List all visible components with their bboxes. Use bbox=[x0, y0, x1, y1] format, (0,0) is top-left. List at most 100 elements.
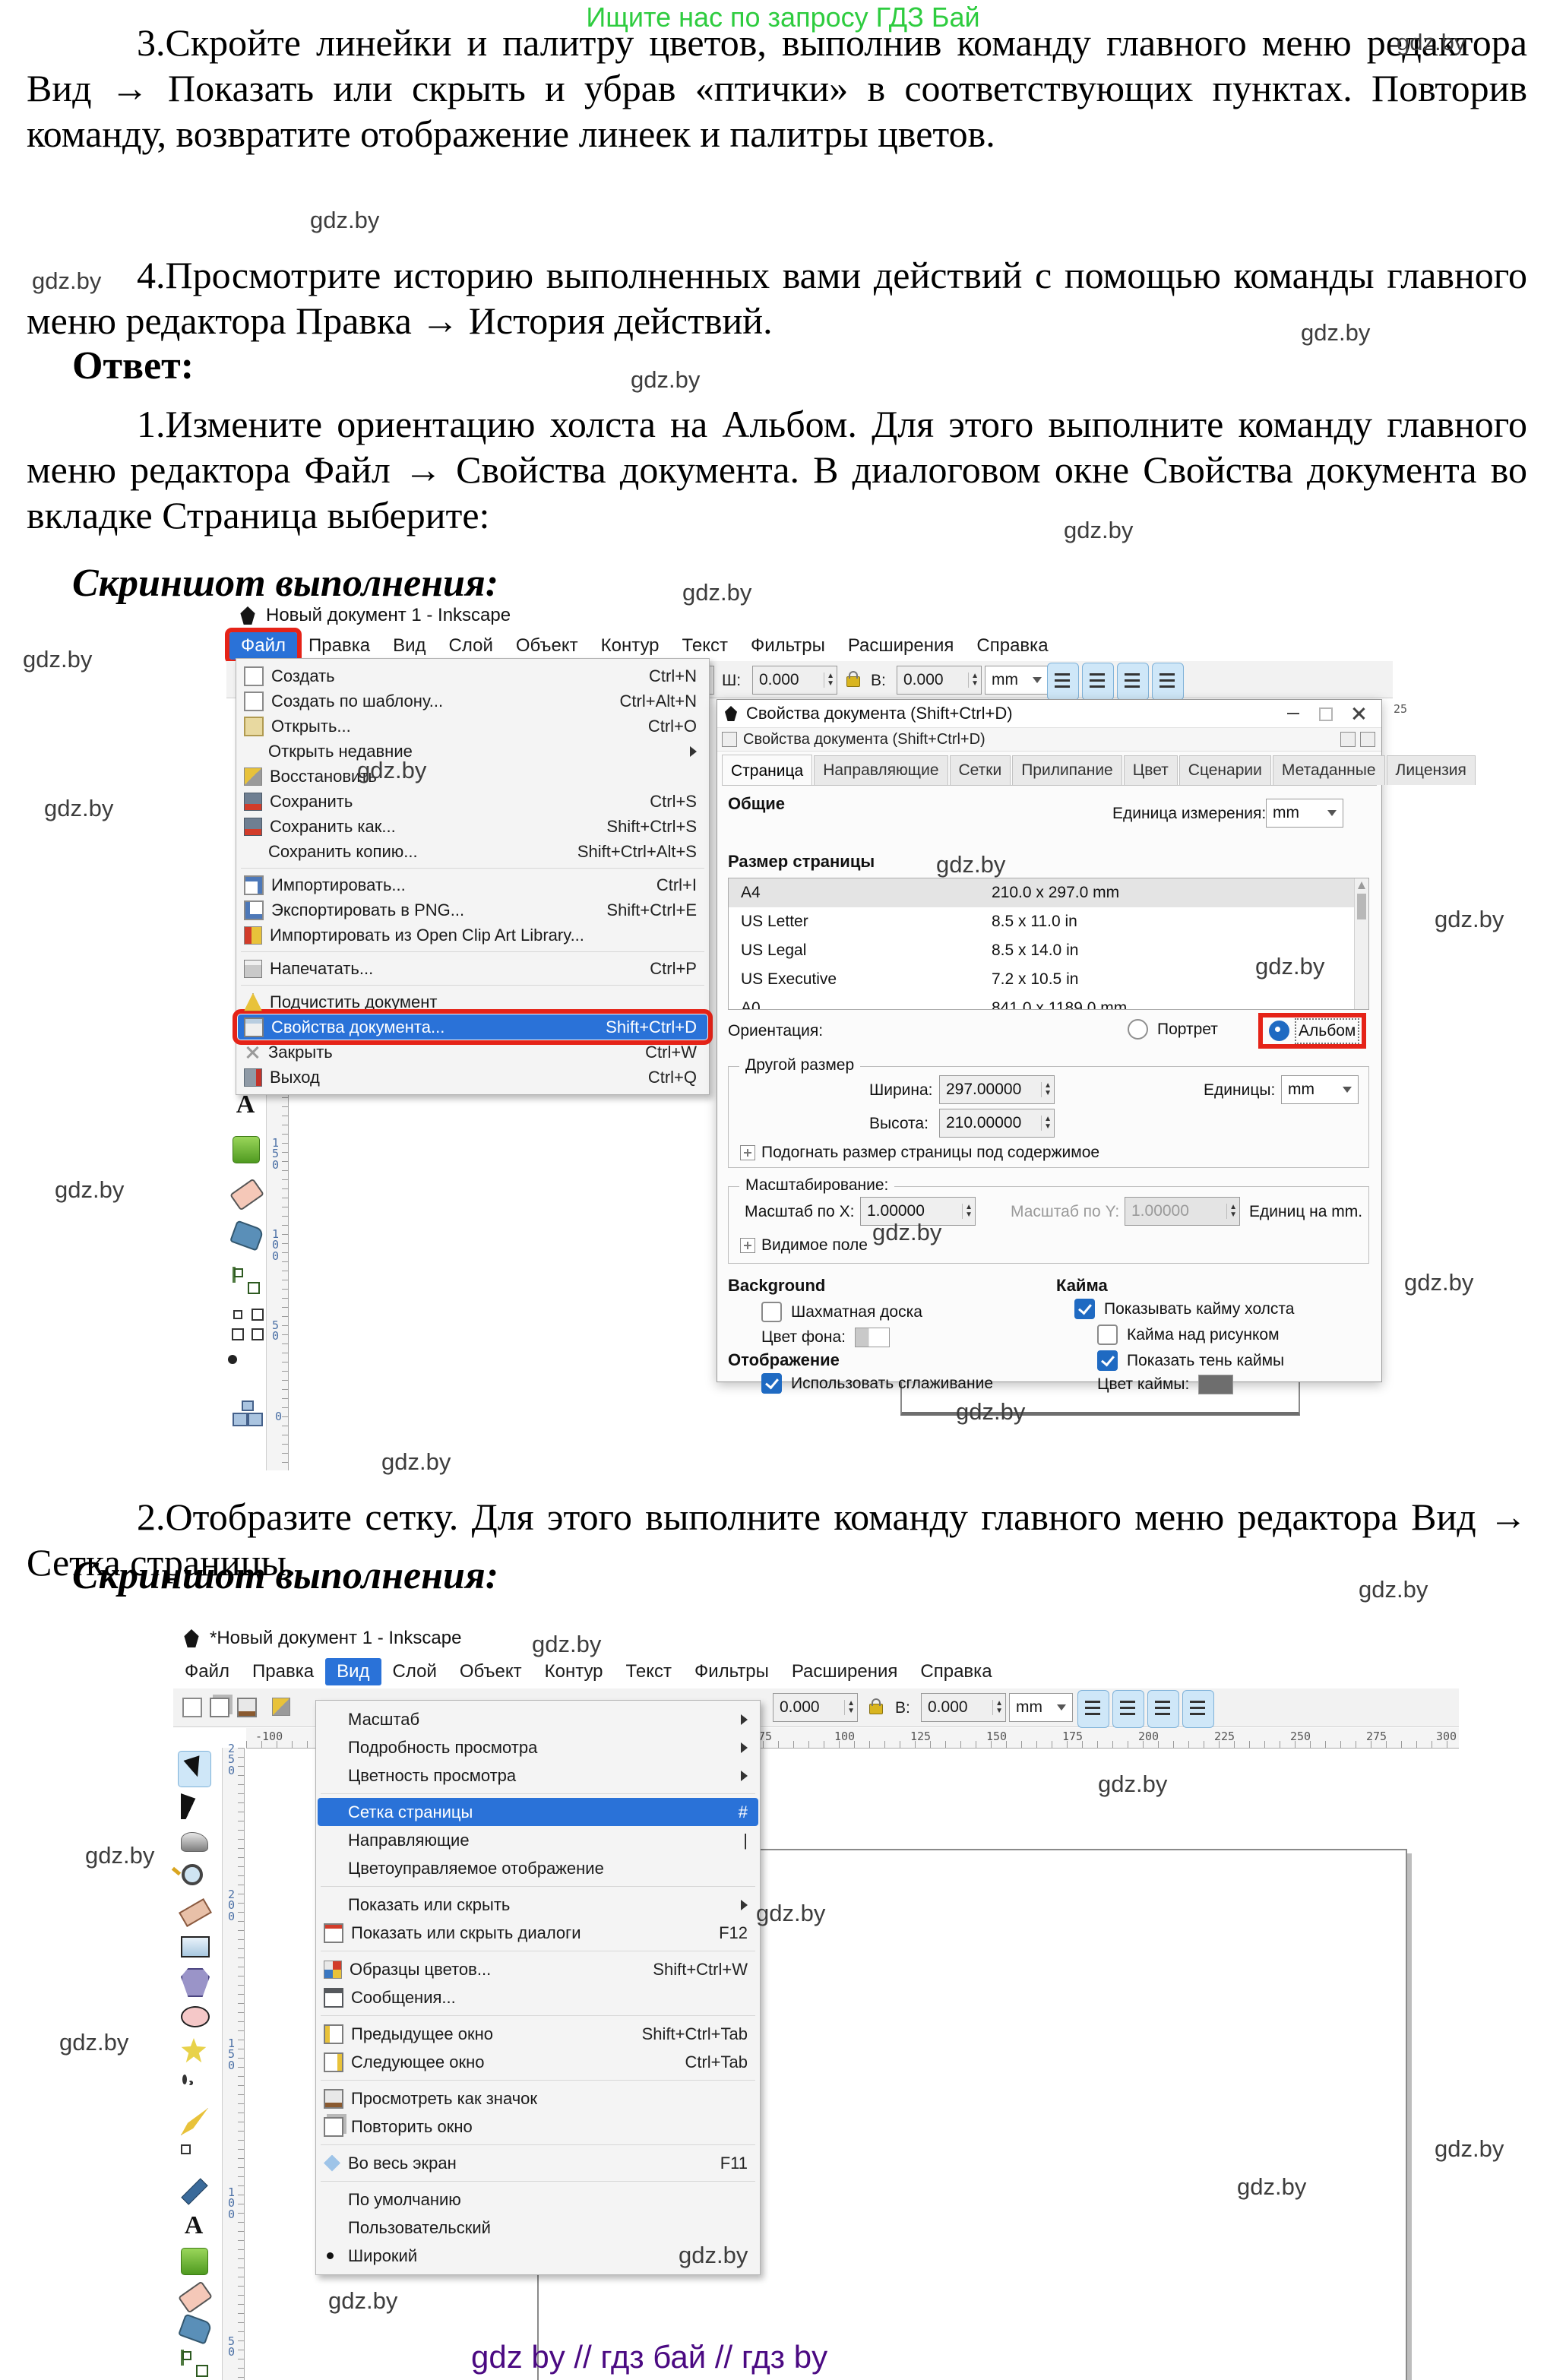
menu-filters[interactable]: Фильтры bbox=[694, 1661, 769, 1682]
menu-item-open-recent[interactable]: Открыть недавние bbox=[238, 739, 707, 764]
lock-ratio-icon[interactable] bbox=[846, 671, 860, 687]
selection-tool-button[interactable] bbox=[178, 1751, 211, 1787]
minimize-button[interactable] bbox=[1284, 704, 1302, 723]
menu-item-close[interactable]: Закрыть Ctrl+W bbox=[238, 1040, 707, 1065]
ellipse-tool-icon[interactable] bbox=[181, 2006, 210, 2027]
menu-edit[interactable]: Правка bbox=[252, 1661, 315, 1682]
height-spinner[interactable]: 210.00000 ▲ ▼ bbox=[939, 1109, 1055, 1138]
show-border-checkbox[interactable] bbox=[1074, 1299, 1095, 1319]
width-spinner[interactable]: 297.00000 ▲ ▼ bbox=[939, 1075, 1055, 1104]
bg-color-swatch[interactable] bbox=[854, 1328, 890, 1347]
menu-file[interactable]: Файл bbox=[224, 628, 302, 664]
antialias-row[interactable]: Использовать сглаживание bbox=[761, 1373, 993, 1394]
menu-item-display-color[interactable]: Цветность просмотра bbox=[318, 1761, 758, 1790]
width-input[interactable]: 0.000 ▲ ▼ bbox=[752, 666, 837, 695]
tab-license[interactable]: Лицензия bbox=[1386, 755, 1476, 785]
portrait-radio-row[interactable]: Портрет bbox=[1128, 1019, 1218, 1040]
text-tool-icon[interactable]: A bbox=[184, 2211, 204, 2239]
toolbar-blur-icon[interactable] bbox=[237, 1698, 257, 1717]
snap-option-button-2[interactable] bbox=[1082, 663, 1114, 701]
menu-item-quit[interactable]: Выход Ctrl+Q bbox=[238, 1065, 707, 1090]
connector-tool-icon[interactable] bbox=[181, 2350, 184, 2366]
list-item-us-legal[interactable]: US Legal 8.5 x 14.0 in bbox=[741, 942, 1079, 959]
menu-item-import-ocal[interactable]: Импортировать из Open Clip Art Library..… bbox=[238, 923, 707, 948]
snap-option-button-4[interactable] bbox=[1182, 1690, 1214, 1728]
menu-item-default-view[interactable]: По умолчанию bbox=[348, 2189, 461, 2209]
border-shadow-row[interactable]: Показать тень каймы bbox=[1097, 1350, 1284, 1371]
menu-item-vacuum[interactable]: Подчистить документ bbox=[238, 989, 707, 1014]
eraser-tool-icon[interactable] bbox=[229, 1178, 265, 1211]
checkerboard-row[interactable]: Шахматная доска bbox=[761, 1302, 922, 1322]
snap-option-button-1[interactable] bbox=[1077, 1690, 1109, 1728]
menu-text[interactable]: Текст bbox=[625, 1661, 672, 1682]
x-input[interactable]: 0.000 ▲ ▼ bbox=[773, 1693, 858, 1722]
list-item-a0[interactable]: A0 841.0 x 1189.0 mm bbox=[741, 999, 1128, 1010]
menu-item-custom-view[interactable]: Пользовательский bbox=[348, 2217, 491, 2237]
menu-view[interactable]: Вид bbox=[393, 635, 426, 656]
maximize-button[interactable] bbox=[1316, 704, 1334, 723]
menu-item-wide-view[interactable]: Широкий bbox=[318, 2242, 758, 2270]
toolbar-new-icon[interactable] bbox=[182, 1698, 202, 1717]
height-input[interactable]: 0.000 ▲ ▼ bbox=[921, 1693, 1006, 1722]
menu-help[interactable]: Справка bbox=[920, 1661, 992, 1682]
panel-close-icon[interactable] bbox=[1360, 732, 1375, 747]
dialog-titlebar[interactable]: Свойства документа (Shift+Ctrl+D) bbox=[717, 700, 1381, 728]
tab-snap[interactable]: Прилипание bbox=[1012, 755, 1122, 785]
tab-metadata[interactable]: Метаданные bbox=[1272, 755, 1385, 785]
units-select[interactable]: mm bbox=[1009, 1693, 1073, 1722]
text-tool-icon[interactable]: A bbox=[236, 1090, 255, 1119]
units-select[interactable]: mm bbox=[985, 666, 1049, 695]
menu-text[interactable]: Текст bbox=[682, 635, 728, 656]
fill-tool-icon[interactable] bbox=[229, 1220, 264, 1252]
menu-file[interactable]: Файл bbox=[185, 1661, 230, 1682]
tab-scripting[interactable]: Сценарии bbox=[1178, 755, 1271, 785]
antialias-checkbox[interactable] bbox=[761, 1373, 782, 1394]
lock-ratio-icon[interactable] bbox=[869, 1698, 883, 1714]
tab-page[interactable]: Страница bbox=[722, 755, 813, 786]
menu-item-color-managed[interactable]: Цветоуправляемое отображение bbox=[348, 1858, 604, 1878]
menu-item-export-png[interactable]: Экспортировать в PNG... Shift+Ctrl+E bbox=[238, 897, 707, 923]
menu-item-import[interactable]: Импортировать... Ctrl+I bbox=[238, 872, 707, 897]
border-shadow-checkbox[interactable] bbox=[1097, 1350, 1118, 1371]
menu-item-new-from-template[interactable]: Создать по шаблону... Ctrl+Alt+N bbox=[238, 688, 707, 714]
calligraphy-tool-icon[interactable] bbox=[181, 2178, 208, 2205]
box3d-tool-icon[interactable] bbox=[181, 1968, 210, 1997]
landscape-radio-row[interactable]: Альбом bbox=[1258, 1013, 1367, 1049]
connector-tool-icon[interactable] bbox=[233, 1267, 236, 1283]
menu-path[interactable]: Контур bbox=[544, 1661, 603, 1682]
tab-guides[interactable]: Направляющие bbox=[814, 755, 948, 785]
spray-tool-icon[interactable] bbox=[233, 1136, 260, 1163]
menu-extensions[interactable]: Расширения bbox=[791, 1661, 898, 1682]
menu-path[interactable]: Контур bbox=[600, 635, 660, 656]
menu-item-swatches[interactable]: Образцы цветов... Shift+Ctrl+W bbox=[318, 1955, 758, 1983]
border-color-swatch[interactable] bbox=[1198, 1375, 1234, 1394]
spray-tool-icon[interactable] bbox=[181, 2248, 208, 2275]
menu-item-show-hide[interactable]: Показать или скрыть bbox=[318, 1891, 758, 1919]
scale-x-spinner[interactable]: 1.00000 ▲ ▼ bbox=[860, 1197, 976, 1226]
menu-item-document-properties[interactable]: Свойства документа... Shift+Ctrl+D bbox=[233, 1009, 713, 1045]
checkerboard-checkbox[interactable] bbox=[761, 1302, 782, 1322]
menu-object[interactable]: Объект bbox=[459, 1661, 522, 1682]
landscape-radio[interactable] bbox=[1269, 1021, 1289, 1041]
tab-color[interactable]: Цвет bbox=[1123, 755, 1178, 785]
units2-select[interactable]: mm bbox=[1281, 1075, 1359, 1104]
tweak-tool-icon[interactable] bbox=[181, 1832, 208, 1852]
node-tool-icon[interactable] bbox=[181, 1793, 207, 1819]
menu-filters[interactable]: Фильтры bbox=[750, 635, 825, 656]
menu-item-save-as[interactable]: Сохранить как... Shift+Ctrl+S bbox=[238, 814, 707, 839]
portrait-radio[interactable] bbox=[1128, 1019, 1148, 1040]
unit-select[interactable]: mm bbox=[1266, 799, 1343, 828]
toolbar-rotate-icon[interactable] bbox=[272, 1698, 290, 1716]
menu-layer[interactable]: Слой bbox=[392, 1661, 437, 1682]
list-item-us-letter[interactable]: US Letter 8.5 x 11.0 in bbox=[741, 913, 1077, 930]
menu-item-save-copy[interactable]: Сохранить копию... Shift+Ctrl+Alt+S bbox=[268, 841, 697, 861]
menu-extensions[interactable]: Расширения bbox=[847, 635, 954, 656]
panel-collapse-icon[interactable] bbox=[1340, 732, 1356, 747]
menu-object[interactable]: Объект bbox=[515, 635, 578, 656]
menu-item-open[interactable]: Открыть... Ctrl+O bbox=[238, 714, 707, 739]
menu-item-icon-preview[interactable]: Просмотреть как значок bbox=[318, 2084, 758, 2113]
snap-option-button-3[interactable] bbox=[1147, 1690, 1179, 1728]
show-border-row[interactable]: Показывать кайму холста bbox=[1074, 1299, 1294, 1319]
fill-tool-icon[interactable] bbox=[178, 2313, 213, 2345]
menu-help[interactable]: Справка bbox=[976, 635, 1049, 656]
